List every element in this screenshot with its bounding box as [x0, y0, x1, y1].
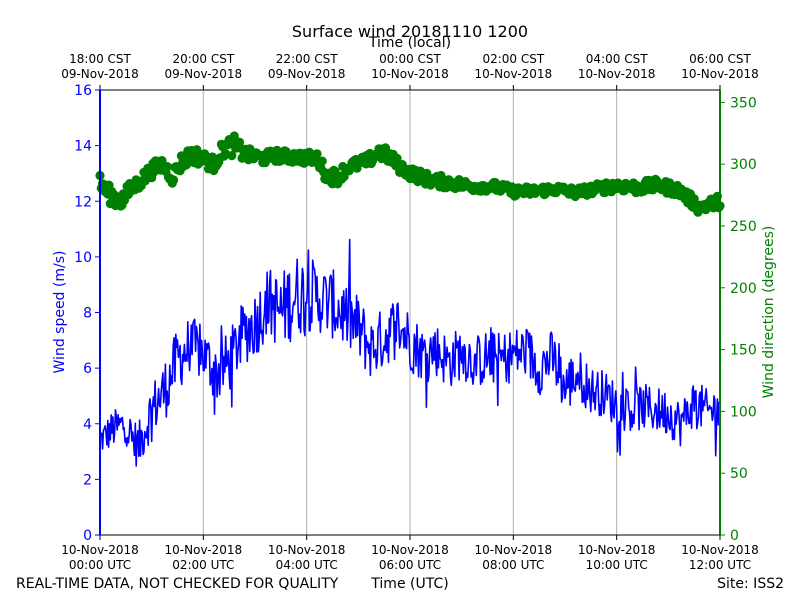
left-axis-label: Wind speed (m/s)	[52, 251, 68, 374]
speed-line	[99, 238, 721, 467]
bottom-tick-date: 10-Nov-2018	[475, 543, 553, 557]
top-axis-label: Time (local)	[368, 35, 451, 51]
bottom-tick-date: 10-Nov-2018	[578, 543, 656, 557]
bottom-tick-time: 02:00 UTC	[172, 558, 234, 572]
right-tick-label: 250	[730, 219, 757, 235]
left-tick-label: 2	[83, 472, 92, 488]
chart-title: Surface wind 20181110 1200	[292, 22, 528, 41]
top-tick-date: 10-Nov-2018	[475, 67, 553, 81]
right-axis-label: Wind direction (degrees)	[761, 226, 777, 399]
bottom-tick-time: 10:00 UTC	[586, 558, 648, 572]
top-tick-date: 10-Nov-2018	[681, 67, 759, 81]
left-axis: 0 2 4 6 8 10 12 14 16	[74, 83, 100, 544]
bottom-tick-time: 00:00 UTC	[69, 558, 131, 572]
top-tick-date: 10-Nov-2018	[578, 67, 656, 81]
direction-point	[689, 194, 699, 204]
top-tick-time: 04:00 CST	[586, 52, 648, 66]
right-tick-label: 300	[730, 157, 757, 173]
direction-point	[162, 162, 172, 172]
left-tick-label: 0	[83, 528, 92, 544]
direction-point	[169, 175, 179, 185]
left-tick-label: 6	[83, 361, 92, 377]
x-axis-label: Time (UTC)	[370, 576, 448, 592]
bottom-tick-time: 06:00 UTC	[379, 558, 441, 572]
top-tick-date: 10-Nov-2018	[371, 67, 449, 81]
direction-point	[260, 158, 270, 168]
bottom-tick-time: 04:00 UTC	[276, 558, 338, 572]
bottom-tick-date: 10-Nov-2018	[371, 543, 449, 557]
top-tick-time: 18:00 CST	[69, 52, 131, 66]
left-tick-label: 14	[74, 139, 92, 155]
top-tick-time: 06:00 CST	[689, 52, 751, 66]
left-tick-label: 10	[74, 250, 92, 266]
direction-point	[229, 131, 239, 141]
left-tick-label: 4	[83, 417, 92, 433]
direction-point	[312, 149, 322, 159]
bottom-tick-date: 10-Nov-2018	[268, 543, 346, 557]
direction-series	[95, 131, 725, 217]
top-tick-date: 09-Nov-2018	[165, 67, 243, 81]
footer-site: Site: ISS2	[717, 576, 784, 592]
left-tick-label: 8	[83, 306, 92, 322]
bottom-tick-date: 10-Nov-2018	[681, 543, 759, 557]
top-tick-time: 20:00 CST	[172, 52, 234, 66]
top-tick-date: 09-Nov-2018	[61, 67, 139, 81]
top-tick-date: 09-Nov-2018	[268, 67, 346, 81]
right-tick-label: 100	[730, 404, 757, 420]
right-tick-label: 200	[730, 281, 757, 297]
direction-point	[317, 156, 327, 166]
bottom-tick-date: 10-Nov-2018	[165, 543, 243, 557]
top-tick-time: 00:00 CST	[379, 52, 441, 66]
speed-series	[99, 238, 721, 467]
bottom-tick-date: 10-Nov-2018	[61, 543, 139, 557]
footer-quality-note: REAL-TIME DATA, NOT CHECKED FOR QUALITY	[16, 576, 339, 592]
right-tick-label: 150	[730, 343, 757, 359]
left-tick-label: 12	[74, 194, 92, 210]
direction-point	[227, 151, 237, 161]
top-tick-time: 02:00 CST	[482, 52, 544, 66]
right-tick-label: 350	[730, 95, 757, 111]
right-tick-label: 50	[730, 466, 748, 482]
direction-point	[392, 153, 402, 163]
right-axis: 0 50 100 150 200 250 300 350	[720, 95, 757, 544]
direction-point	[339, 172, 349, 182]
bottom-tick-time: 08:00 UTC	[482, 558, 544, 572]
direction-point	[207, 152, 217, 162]
bottom-tick-time: 12:00 UTC	[689, 558, 751, 572]
top-tick-time: 22:00 CST	[276, 52, 338, 66]
right-tick-label: 0	[730, 528, 739, 544]
left-tick-label: 16	[74, 83, 92, 99]
